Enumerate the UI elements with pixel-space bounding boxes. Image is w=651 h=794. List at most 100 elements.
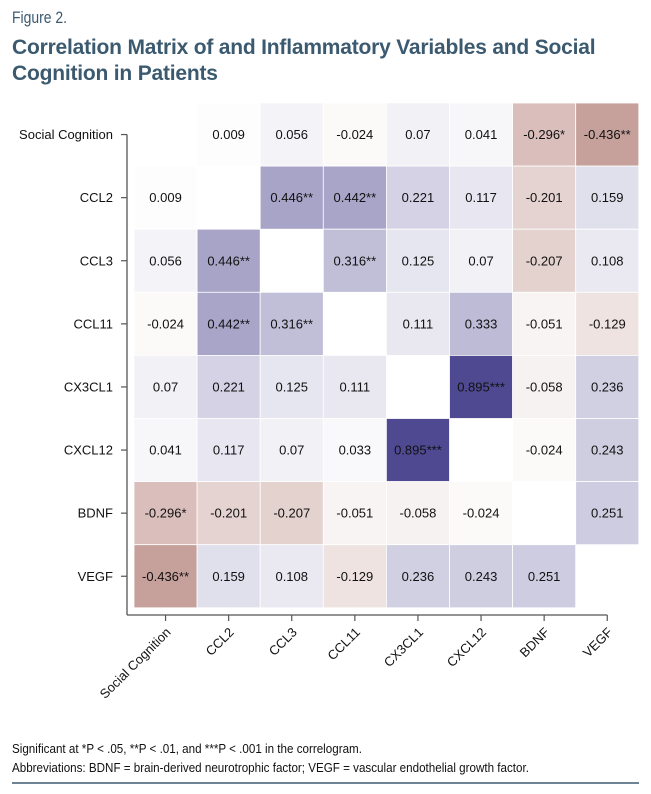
- heatmap-cell: 0.033: [322, 418, 387, 482]
- cell-value-label: -0.024: [463, 506, 500, 521]
- heatmap-cell: -0.207: [512, 228, 577, 293]
- x-tick-label: VEGF: [580, 624, 616, 660]
- axes: [121, 133, 608, 621]
- heatmap-cell: 0.125: [259, 354, 324, 419]
- heatmap-cell: 0.446**: [196, 228, 261, 293]
- x-tick-labels: Social Cognition CCL2 CCL3 CCL11 CX3CL1 CXCL1…: [97, 624, 616, 701]
- cell-value-label: -0.058: [526, 379, 563, 394]
- heatmap-cell: 0.07: [133, 354, 198, 419]
- correlation-heatmap: 0.009 0.056 -0.024 0.07 0.041 -0.296* -0.436**…: [19, 102, 640, 702]
- cell-value-label: -0.058: [400, 506, 437, 521]
- cell-value-label: -0.024: [147, 316, 184, 331]
- heatmap-cell: -0.051: [322, 481, 387, 546]
- heatmap-cell: 0.333: [449, 291, 513, 356]
- cell-fill: [449, 102, 513, 167]
- cell-value-label: 0.125: [275, 379, 308, 394]
- cell-value-label: 0.221: [212, 379, 245, 394]
- heatmap-cell: 0.108: [259, 544, 324, 609]
- cell-value-label: 0.07: [153, 379, 178, 394]
- y-tick-label: CCL3: [80, 253, 113, 268]
- heatmap-cell: -0.024: [133, 291, 198, 356]
- cell-fill: [322, 418, 387, 482]
- cell-value-label: 0.056: [275, 127, 308, 142]
- cell-value-label: 0.895***: [457, 379, 505, 394]
- cell-fill: [449, 544, 513, 609]
- heatmap-cell: 0.117: [196, 418, 261, 482]
- cell-value-label: 0.895***: [394, 443, 442, 458]
- cell-value-label: 0.221: [402, 190, 435, 205]
- cell-value-label: 0.009: [212, 127, 245, 142]
- chart-title: Correlation Matrix of and Inflammatory V…: [12, 36, 596, 85]
- cell-fill: [512, 228, 577, 293]
- cell-value-label: 0.236: [402, 569, 435, 584]
- heatmap-cell: 0.442**: [322, 165, 387, 230]
- cell-fill: [259, 544, 324, 609]
- cell-value-label: -0.296*: [145, 506, 187, 521]
- cell-fill: [196, 228, 261, 293]
- cell-fill: [512, 291, 577, 356]
- heatmap-cell: 0.009: [133, 165, 198, 230]
- heatmap-cell: -0.436**: [133, 544, 198, 609]
- heatmap-cell: 0.251: [575, 481, 640, 546]
- y-tick-label: CCL2: [80, 190, 113, 205]
- cell-value-label: -0.051: [336, 506, 373, 521]
- heatmap-cell: 0.236: [575, 354, 640, 419]
- heatmap-cells: 0.009 0.056 -0.024 0.07 0.041 -0.296* -0.436**…: [133, 102, 640, 609]
- cell-value-label: 0.316**: [334, 253, 377, 268]
- cell-value-label: 0.07: [468, 253, 493, 268]
- cell-value-label: -0.129: [589, 316, 626, 331]
- cell-fill: [322, 102, 387, 167]
- cell-fill: [385, 418, 450, 482]
- x-tick-label: CCL3: [266, 625, 300, 659]
- cell-fill: [322, 228, 387, 293]
- heatmap-cell: 0.442**: [196, 291, 261, 356]
- cell-fill: [133, 544, 198, 609]
- cell-value-label: -0.024: [526, 443, 563, 458]
- y-tick-label: CCL11: [73, 316, 113, 331]
- cell-value-label: 0.056: [149, 253, 182, 268]
- cell-fill: [575, 418, 640, 482]
- heatmap-cell: -0.296*: [512, 102, 577, 167]
- cell-value-label: 0.251: [528, 569, 561, 584]
- cell-value-label: 0.316**: [270, 316, 313, 331]
- cell-fill: [196, 544, 261, 609]
- cell-fill: [133, 291, 198, 356]
- cell-fill: [385, 165, 450, 230]
- cell-value-label: 0.159: [591, 190, 624, 205]
- figure-label: Figure 2.: [12, 8, 68, 27]
- figure-footnote: Significant at *P < .05, **P < .01, and …: [12, 740, 529, 778]
- cell-fill: [196, 354, 261, 419]
- cell-value-label: 0.108: [591, 253, 624, 268]
- cell-value-label: 0.125: [402, 253, 435, 268]
- cell-fill: [575, 228, 640, 293]
- heatmap-cell: 0.111: [322, 354, 387, 419]
- footer-rule: [12, 782, 639, 784]
- cell-fill: [385, 544, 450, 609]
- heatmap-cell: -0.024: [449, 481, 513, 546]
- heatmap-cell: 0.316**: [322, 228, 387, 293]
- heatmap-cell: 0.316**: [259, 291, 324, 356]
- cell-value-label: -0.051: [526, 316, 563, 331]
- heatmap-cell: -0.024: [322, 102, 387, 167]
- heatmap-cell: 0.895***: [385, 418, 450, 482]
- heatmap-cell: -0.201: [512, 165, 577, 230]
- heatmap-cell: 0.243: [575, 418, 640, 482]
- cell-value-label: 0.07: [279, 443, 304, 458]
- cell-fill: [449, 228, 513, 293]
- cell-fill: [259, 165, 324, 230]
- heatmap-cell: 0.108: [575, 228, 640, 293]
- heatmap-cell: 0.07: [259, 418, 324, 482]
- cell-value-label: -0.207: [526, 253, 563, 268]
- cell-fill: [259, 481, 324, 546]
- cell-fill: [196, 102, 261, 167]
- heatmap-cell: 0.041: [133, 418, 198, 482]
- cell-value-label: 0.446**: [207, 253, 250, 268]
- cell-fill: [385, 481, 450, 546]
- heatmap-cell: 0.159: [575, 165, 640, 230]
- heatmap-cell: 0.041: [449, 102, 513, 167]
- cell-fill: [385, 291, 450, 356]
- heatmap-cell: 0.251: [512, 544, 577, 609]
- cell-value-label: 0.033: [339, 443, 372, 458]
- cell-fill: [133, 165, 198, 230]
- heatmap-cell: -0.201: [196, 481, 261, 546]
